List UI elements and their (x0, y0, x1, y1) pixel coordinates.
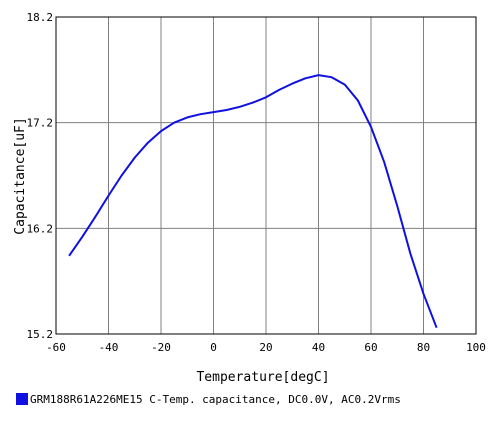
y-tick-label: 16.2 (27, 222, 54, 235)
x-tick-label: 100 (466, 341, 486, 354)
legend-label: GRM188R61A226ME15 C-Temp. capacitance, D… (30, 393, 401, 406)
y-tick-labels: 15.2 16.2 17.2 18.2 (27, 11, 54, 341)
legend-swatch (16, 393, 28, 405)
x-tick-label: 80 (417, 341, 430, 354)
y-tick-label: 18.2 (27, 11, 54, 24)
x-tick-label: -20 (151, 341, 171, 354)
x-tick-label: 40 (312, 341, 325, 354)
grid (55, 16, 477, 335)
y-tick-label: 17.2 (27, 117, 54, 130)
x-tick-label: 0 (210, 341, 217, 354)
x-tick-labels: -60 -40 -20 0 20 40 60 80 100 (46, 341, 486, 354)
x-tick-label: -40 (99, 341, 119, 354)
y-axis-title: Capacitance[uF] (13, 117, 28, 234)
x-tick-label: 60 (364, 341, 377, 354)
series-line (68, 74, 438, 329)
x-tick-label: 20 (259, 341, 272, 354)
series-layer (68, 74, 438, 329)
legend: GRM188R61A226ME15 C-Temp. capacitance, D… (16, 393, 401, 406)
x-axis-title: Temperature[degC] (196, 370, 329, 385)
x-tick-label: -60 (46, 341, 66, 354)
y-tick-label: 15.2 (27, 328, 54, 341)
plot-frame (55, 16, 477, 335)
